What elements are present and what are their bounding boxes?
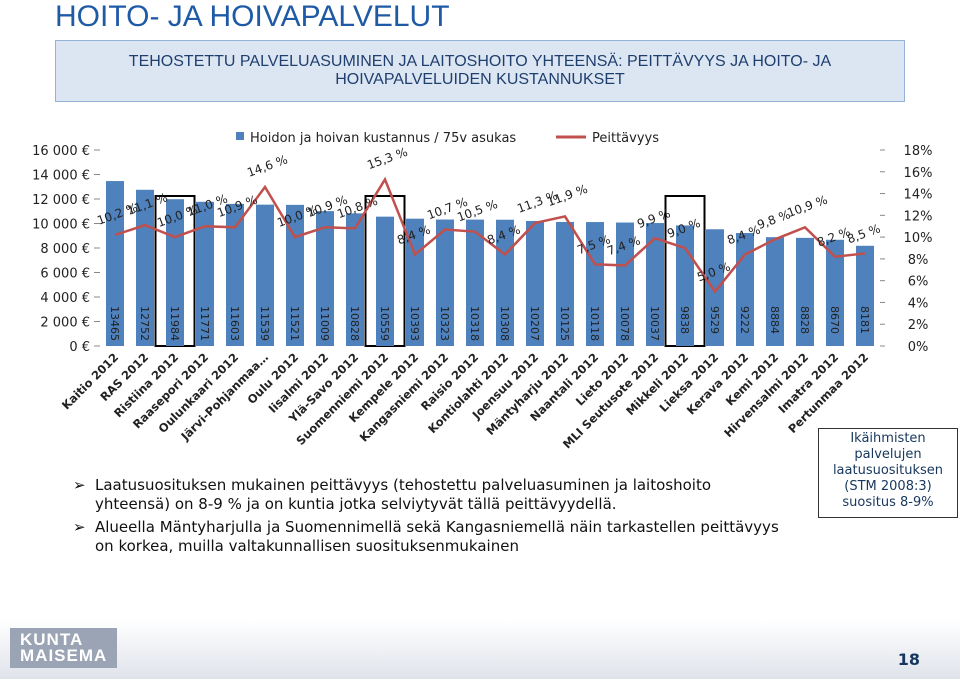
line-value-label: 15,3 % <box>365 145 409 172</box>
bar <box>256 204 274 346</box>
y2-tick-label: 4% <box>908 296 929 311</box>
bar-value-label: 10308 <box>498 306 511 341</box>
bar <box>226 203 244 346</box>
bar <box>616 222 634 346</box>
page-number: 18 <box>897 650 920 669</box>
y-tick-label: 0 € <box>69 340 90 355</box>
line-value-label: 10,9 % <box>785 193 829 220</box>
bar-value-label: 10828 <box>348 306 361 341</box>
bar-value-label: 13465 <box>108 306 121 341</box>
y2-tick-label: 8% <box>908 253 929 268</box>
line-value-label: 11,9 % <box>545 182 589 209</box>
y2-tick-label: 16% <box>904 166 933 181</box>
logo-text: KUNTA <box>20 630 84 649</box>
y2-tick-label: 18% <box>904 144 933 159</box>
bar <box>646 223 664 346</box>
bar-value-label: 11603 <box>228 306 241 341</box>
y-tick-label: 6 000 € <box>40 267 90 282</box>
bar-value-label: 12752 <box>138 306 151 341</box>
footer: KUNTA MAISEMA 18 <box>0 620 960 679</box>
bar <box>136 189 154 346</box>
y-tick-label: 10 000 € <box>32 218 90 233</box>
y-tick-label: 2 000 € <box>40 316 90 331</box>
bar <box>286 204 304 346</box>
line-value-label: 8,5 % <box>845 221 882 246</box>
bar-value-label: 10393 <box>408 306 421 341</box>
logo: KUNTA MAISEMA <box>10 628 118 668</box>
bar-value-label: 9838 <box>678 306 691 334</box>
slide-title: HOITO- JA HOIVAPALVELUT <box>55 0 450 33</box>
bar <box>556 221 574 346</box>
bar-value-label: 11771 <box>198 306 211 341</box>
bar <box>436 219 454 346</box>
y2-tick-label: 12% <box>904 209 933 224</box>
bar-value-label: 11539 <box>258 306 271 341</box>
bar <box>376 216 394 346</box>
bar-value-label: 8181 <box>858 306 871 334</box>
bar <box>856 245 874 346</box>
bar <box>706 229 724 346</box>
y2-tick-label: 0% <box>908 340 929 355</box>
y-tick-label: 12 000 € <box>32 193 90 208</box>
y2-tick-label: 6% <box>908 275 929 290</box>
bar-value-label: 10207 <box>528 306 541 341</box>
subtitle: TEHOSTETTU PALVELUASUMINEN JA LAITOSHOIT… <box>128 53 832 88</box>
bar <box>526 220 544 346</box>
line <box>114 176 866 294</box>
y2-tick-label: 2% <box>908 318 929 333</box>
y-tick-label: 8 000 € <box>40 242 90 257</box>
callout: Ikäihmisten palvelujen laatusuosituksen … <box>818 428 958 518</box>
y2-tick-label: 14% <box>904 188 933 203</box>
bar-value-label: 11009 <box>318 306 331 341</box>
line-value-label: 14,6 % <box>245 152 289 179</box>
bar-value-label: 10118 <box>588 306 601 341</box>
bar-value-label: 9529 <box>708 306 721 334</box>
bar <box>766 237 784 346</box>
bar <box>826 239 844 346</box>
bar <box>346 213 364 346</box>
logo-text: MAISEMA <box>20 646 108 665</box>
subtitle-box: TEHOSTETTU PALVELUASUMINEN JA LAITOSHOIT… <box>55 40 905 102</box>
legend-label: Hoidon ja hoivan kustannus / 75v asukas <box>250 131 516 146</box>
bar <box>466 219 484 346</box>
bar-value-label: 9222 <box>738 306 751 334</box>
bar-value-label: 11521 <box>288 306 301 341</box>
bar-value-label: 10078 <box>618 306 631 341</box>
bullet: Alueella Mäntyharjulla ja Suomennimellä … <box>73 518 785 556</box>
legend-swatch <box>236 132 244 140</box>
bar <box>586 222 604 346</box>
bar-value-label: 8828 <box>798 306 811 334</box>
y-tick-label: 14 000 € <box>32 169 90 184</box>
bar <box>196 201 214 346</box>
bar-value-label: 10037 <box>648 306 661 341</box>
bar-value-label: 8670 <box>828 306 841 334</box>
bar-value-label: 10318 <box>468 306 481 341</box>
bar-value-label: 8884 <box>768 306 781 334</box>
y2-tick-label: 10% <box>904 231 933 246</box>
bar <box>796 237 814 346</box>
bar-value-label: 10125 <box>558 306 571 341</box>
bar-value-label: 10323 <box>438 306 451 341</box>
bar <box>106 181 124 346</box>
bar-value-label: 11984 <box>168 306 181 341</box>
legend-label: Peittävyys <box>592 131 659 146</box>
y-tick-label: 16 000 € <box>32 144 90 159</box>
y-tick-label: 4 000 € <box>40 291 90 306</box>
bar <box>316 211 334 346</box>
bar-value-label: 10559 <box>378 306 391 341</box>
bullet: Laatusuosituksen mukainen peittävyys (te… <box>73 476 785 514</box>
